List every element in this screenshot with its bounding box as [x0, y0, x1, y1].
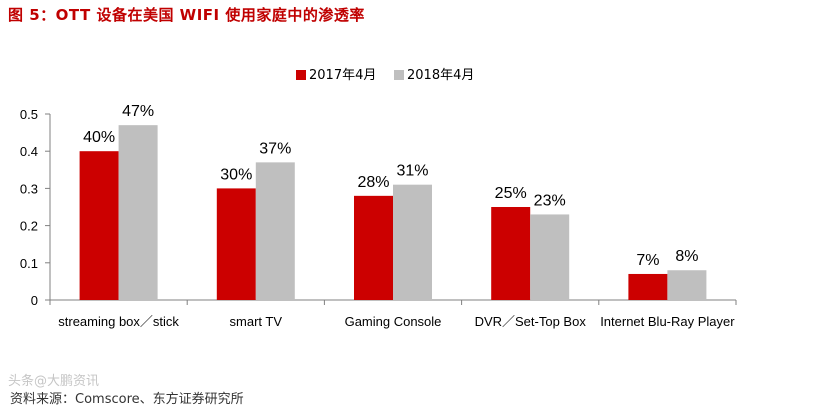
source-note: 资料来源：Comscore、东方证券研究所 [10, 392, 244, 407]
bar-2018 [667, 270, 707, 300]
y-tick-label: 0.4 [20, 144, 38, 159]
x-tick-label: Internet Blu-Ray Player [600, 314, 735, 329]
data-label: 7% [636, 252, 659, 269]
legend-label: 2018年4月 [407, 68, 474, 83]
data-label: 40% [83, 129, 115, 146]
bar-2018 [393, 184, 432, 300]
y-tick-label: 0.2 [20, 219, 38, 234]
bar-2017 [79, 151, 119, 300]
data-label: 37% [259, 140, 291, 157]
x-tick-label: Gaming Console [345, 314, 442, 329]
data-label: 25% [495, 185, 527, 202]
legend-swatch-2018 [394, 70, 404, 80]
data-label: 8% [675, 248, 698, 265]
bar-2017 [491, 207, 531, 300]
y-tick-label: 0 [31, 293, 38, 308]
data-label: 30% [220, 166, 252, 183]
data-label: 23% [534, 192, 566, 209]
bar-2017 [354, 195, 393, 300]
y-tick-label: 0.3 [20, 181, 38, 196]
figure-title: 图 5：OTT 设备在美国 WIFI 使用家庭中的渗透率 [8, 6, 365, 24]
bar-2018 [118, 125, 158, 300]
data-label: 28% [357, 174, 389, 191]
x-tick-label: smart TV [230, 314, 283, 329]
legend-label: 2017年4月 [309, 68, 376, 83]
bar-2018 [530, 214, 570, 300]
bar-2017 [216, 188, 256, 300]
watermark: 头条@大鹏资讯 [8, 374, 100, 389]
bar-2017 [628, 273, 668, 300]
y-tick-label: 0.5 [20, 107, 38, 122]
data-label: 31% [396, 163, 428, 180]
data-label: 47% [122, 103, 154, 120]
x-tick-label: streaming box／stick [58, 314, 179, 329]
y-tick-label: 0.1 [20, 256, 38, 271]
x-tick-label: DVR／Set-Top Box [475, 314, 587, 329]
legend-swatch-2017 [296, 70, 306, 80]
bar-2018 [255, 162, 295, 300]
